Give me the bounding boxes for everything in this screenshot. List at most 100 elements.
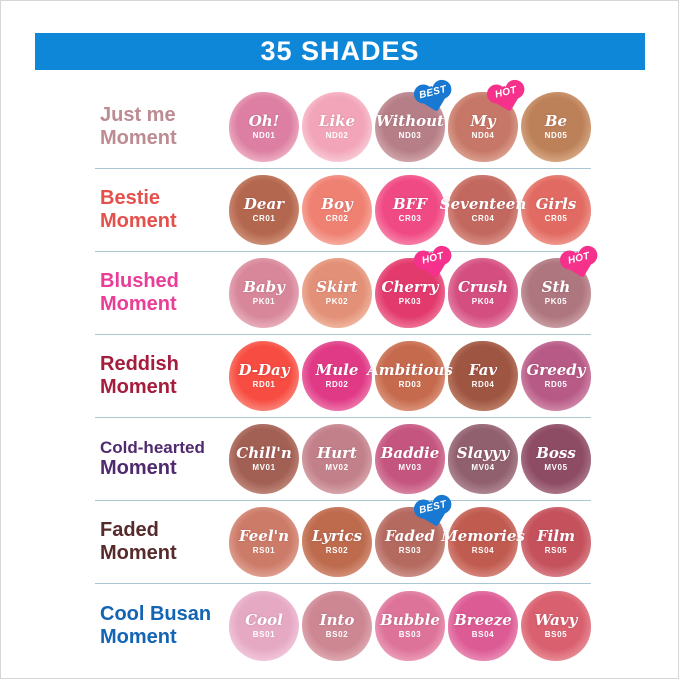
- row-label: Cold-hearted Moment: [95, 438, 229, 480]
- shade-row: Cold-hearted Moment Chill'n MV01 Hurt MV02 Bad…: [95, 418, 591, 501]
- shade-name: Lyrics: [312, 527, 362, 545]
- shade-name: Hurt: [317, 444, 357, 462]
- shade-code: RD03: [398, 380, 422, 389]
- shade-name: Boy: [321, 195, 353, 213]
- shade-swatch: Mule RD02: [302, 341, 372, 411]
- shade-swatch: Memories RS04: [441, 507, 525, 577]
- shade-code: ND04: [471, 131, 495, 140]
- shade-swatch: Hurt MV02: [302, 424, 372, 494]
- shade-row: Just me Moment Oh! ND01 Like ND02 Without ND03 B…: [95, 77, 591, 169]
- shade-swatch: Slayyy MV04: [448, 424, 518, 494]
- shade-swatch: Girls CR05: [521, 175, 591, 245]
- row-label-line1: Cool Busan: [100, 602, 212, 625]
- shade-swatch: Oh! ND01: [229, 92, 299, 162]
- row-label-line1: Faded: [100, 519, 159, 542]
- shade-name: Seventeen: [439, 195, 527, 213]
- row-label-line1: Just me: [100, 104, 176, 127]
- shade-swatch: D-Day RD01: [229, 341, 299, 411]
- shade-name: Into: [319, 610, 355, 629]
- shade-code: CR02: [325, 214, 349, 223]
- hot-heart-badge: HOT: [556, 241, 604, 286]
- shade-swatch: Greedy RD05: [521, 341, 591, 411]
- shade-name: Sth: [541, 278, 571, 296]
- shade-name: Chill'n: [236, 444, 292, 462]
- shade-code: PK01: [252, 297, 276, 306]
- shade-code: RD02: [325, 380, 349, 389]
- row-label-line2: Moment: [100, 210, 177, 232]
- shade-code: BS03: [398, 629, 422, 639]
- row-label-line2: Moment: [100, 293, 177, 315]
- shade-name: Be: [544, 112, 568, 130]
- shade-code: RD01: [252, 380, 276, 389]
- shade-name: Breeze: [454, 610, 512, 629]
- shade-name: D-Day: [238, 361, 290, 379]
- row-label-line1: Bestie: [100, 187, 161, 210]
- shade-swatch: Cherry PK03 HOT: [375, 243, 454, 328]
- row-label-line2: Moment: [100, 625, 177, 648]
- shade-code: CR04: [471, 214, 495, 223]
- row-label: Blushed Moment: [95, 270, 229, 315]
- swatch-strip: D-Day RD01 Mule RD02 Ambitious RD03 Fav RD04 Gre…: [229, 341, 591, 411]
- shade-swatch: Baby PK01: [229, 258, 299, 328]
- shade-code: CR01: [252, 214, 276, 223]
- row-label: Bestie Moment: [95, 187, 229, 232]
- shade-name: Baby: [243, 278, 285, 296]
- shade-name: Ambitious: [367, 361, 453, 379]
- shade-swatch: Like ND02: [302, 92, 372, 162]
- shade-row: Reddish Moment D-Day RD01 Mule RD02 Ambitious R…: [95, 335, 591, 418]
- shade-code: RS01: [252, 546, 276, 555]
- shade-row: Blushed Moment Baby PK01 Skirt PK02 Cherry PK03…: [95, 243, 600, 335]
- shade-name: Crush: [457, 278, 509, 296]
- shade-name: Fav: [468, 361, 498, 379]
- shade-swatch: Skirt PK02: [302, 258, 372, 328]
- shade-code: RD04: [471, 380, 495, 389]
- shade-code: BS02: [325, 629, 349, 639]
- shade-swatch: Sth PK05 HOT: [521, 243, 600, 328]
- shade-code: MV01: [252, 463, 276, 472]
- swatch-strip: Dear CR01 Boy CR02 BFF CR03 Seventeen CR04 Girls…: [229, 175, 591, 245]
- shade-name: BFF: [393, 195, 427, 213]
- shade-code: MV03: [398, 463, 422, 472]
- shade-code: PK02: [325, 297, 349, 306]
- shade-name: My: [470, 112, 496, 130]
- swatch-strip: Oh! ND01 Like ND02 Without ND03 BEST My ND04 HOT B…: [229, 77, 591, 162]
- row-label-line2: Moment: [100, 542, 177, 564]
- shade-name: Baddie: [380, 444, 440, 462]
- shade-swatch: Chill'n MV01: [229, 424, 299, 494]
- shade-swatch: Baddie MV03: [375, 424, 445, 494]
- shade-code: PK04: [471, 297, 495, 306]
- shade-swatch: Fav RD04: [448, 341, 518, 411]
- row-label-line1: Blushed: [100, 270, 179, 293]
- row-label: Reddish Moment: [95, 353, 229, 398]
- shade-name: Bubble: [380, 610, 440, 629]
- shade-rows-container: Just me Moment Oh! ND01 Like ND02 Without ND03 B…: [95, 77, 600, 667]
- shade-swatch: Breeze BS04: [448, 590, 518, 661]
- swatch-strip: Baby PK01 Skirt PK02 Cherry PK03 HOT Crush PK04 S…: [229, 243, 600, 328]
- shade-code: ND02: [325, 131, 349, 140]
- shade-name: Cool: [245, 610, 283, 629]
- shade-code: RS05: [544, 546, 568, 555]
- header-banner: 35 SHADES: [35, 33, 645, 70]
- swatch-strip: Chill'n MV01 Hurt MV02 Baddie MV03 Slayyy MV04 B…: [229, 424, 591, 494]
- shade-code: ND05: [544, 131, 568, 140]
- shade-code: RS02: [325, 546, 349, 555]
- shade-swatch: My ND04 HOT: [448, 77, 527, 162]
- shade-name: Feel'n: [238, 527, 290, 545]
- shade-code: CR05: [544, 214, 568, 223]
- shade-swatch: Crush PK04: [448, 258, 518, 328]
- shade-swatch: Lyrics RS02: [302, 507, 372, 577]
- shade-swatch: Cool BS01: [229, 590, 299, 661]
- shade-swatch: Wavy BS05: [521, 590, 591, 661]
- shade-name: Without: [376, 112, 444, 130]
- row-label-line2: Moment: [100, 457, 177, 480]
- shade-name: Slayyy: [456, 444, 510, 462]
- shade-code: RS03: [398, 546, 422, 555]
- shade-row: Faded Moment Feel'n RS01 Lyrics RS02 Faded RS03…: [95, 492, 591, 584]
- shade-name: Girls: [535, 195, 577, 213]
- shade-swatch: Be ND05: [521, 92, 591, 162]
- shade-code: BS01: [252, 629, 276, 639]
- shade-code: RD05: [544, 380, 568, 389]
- shade-swatch: Feel'n RS01: [229, 507, 299, 577]
- shade-code: ND03: [398, 131, 422, 140]
